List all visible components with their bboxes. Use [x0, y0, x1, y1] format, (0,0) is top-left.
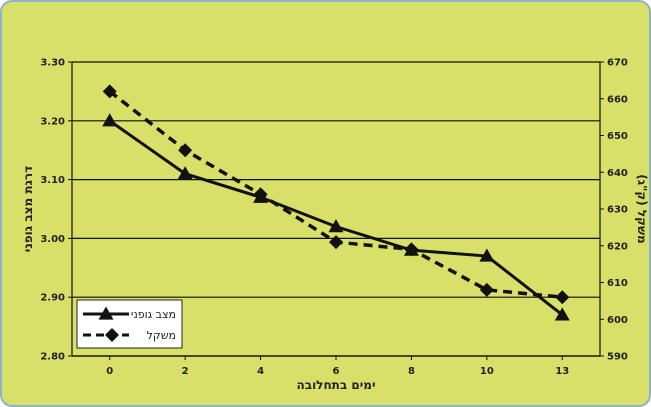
data-point — [479, 282, 494, 297]
left-tick-label: 2.80 — [40, 352, 65, 363]
x-tick-label: 8 — [408, 366, 415, 377]
data-point — [102, 113, 118, 127]
right-tick-label: 620 — [607, 241, 628, 252]
legend: מצב גופני משקל — [76, 299, 183, 349]
x-axis-ticks: 0 2 4 6 8 10 13 — [106, 356, 569, 377]
legend-items: מצב גופני משקל — [83, 306, 176, 342]
left-axis-label: דרגת מצב גופני — [21, 166, 35, 252]
data-point — [404, 242, 419, 257]
data-point — [177, 166, 193, 180]
right-tick-label: 640 — [607, 168, 628, 179]
right-axis-label: משקל (ק"ג) — [635, 174, 649, 243]
left-tick-label: 3.00 — [40, 234, 65, 245]
left-tick-label: 3.30 — [40, 58, 65, 69]
series-1 — [102, 113, 570, 321]
right-tick-label: 630 — [607, 205, 628, 216]
x-tick-label: 6 — [333, 366, 340, 377]
series-layer — [102, 84, 570, 321]
series-2 — [102, 84, 570, 305]
legend-label: משקל — [147, 329, 176, 342]
legend-swatch-marker — [98, 306, 114, 320]
right-tick-label: 610 — [607, 278, 628, 289]
series-line — [108, 90, 563, 299]
left-axis-ticks: 2.80 2.90 3.00 3.10 3.20 3.30 — [40, 58, 72, 363]
data-point — [329, 235, 343, 250]
data-point — [253, 187, 268, 202]
x-tick-label: 10 — [480, 366, 494, 377]
legend-label: מצב גופני — [131, 308, 176, 321]
data-point — [328, 219, 344, 233]
x-tick-label: 13 — [555, 366, 569, 377]
x-tick-label: 2 — [182, 366, 189, 377]
data-point — [554, 307, 570, 321]
right-axis-ticks: 590 600 610 620 630 640 650 660 670 — [600, 58, 628, 363]
right-tick-label: 590 — [607, 352, 628, 363]
data-point — [102, 84, 117, 99]
data-point — [555, 290, 570, 305]
x-axis-label: ימים בתחלובה — [297, 378, 376, 392]
right-tick-label: 670 — [607, 58, 628, 69]
left-tick-label: 3.20 — [40, 116, 65, 127]
x-tick-label: 0 — [106, 366, 113, 377]
right-tick-label: 600 — [607, 315, 628, 326]
right-tick-label: 660 — [607, 94, 628, 105]
series-line — [108, 119, 564, 317]
x-tick-label: 4 — [257, 366, 264, 377]
data-point — [479, 248, 495, 262]
left-tick-label: 3.10 — [40, 175, 65, 186]
legend-box — [76, 299, 183, 349]
left-tick-label: 2.90 — [40, 293, 65, 304]
right-tick-label: 650 — [607, 131, 628, 142]
legend-swatch-marker — [105, 328, 119, 342]
data-point — [178, 143, 193, 158]
